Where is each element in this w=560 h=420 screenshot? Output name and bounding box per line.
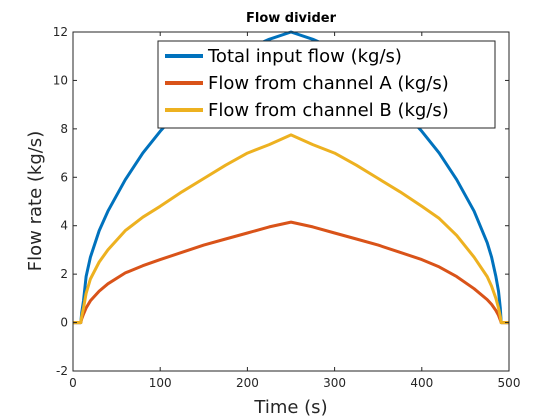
x-tick-label: 400 bbox=[410, 376, 433, 390]
y-tick-label: -2 bbox=[56, 364, 68, 378]
x-tick-label: 300 bbox=[323, 376, 346, 390]
x-tick-label: 500 bbox=[498, 376, 521, 390]
legend-entry-3: Flow from channel B (kg/s) bbox=[208, 100, 449, 121]
x-tick-label: 0 bbox=[69, 376, 77, 390]
series-line-2 bbox=[73, 220, 509, 325]
legend-entry-2: Flow from channel A (kg/s) bbox=[208, 73, 449, 94]
x-axis-label: Time (s) bbox=[253, 397, 327, 418]
x-tick-label: 200 bbox=[236, 376, 259, 390]
y-tick-label: 0 bbox=[60, 316, 68, 330]
y-tick-label: 2 bbox=[60, 267, 68, 281]
y-tick-label: 10 bbox=[53, 73, 68, 87]
series-line-3 bbox=[73, 133, 509, 325]
y-tick-label: 4 bbox=[60, 219, 68, 233]
y-tick-label: 6 bbox=[60, 170, 68, 184]
legend: Total input flow (kg/s) Flow from channel… bbox=[157, 40, 496, 129]
y-axis-label: Flow rate (kg/s) bbox=[25, 131, 46, 271]
x-tick-label: 100 bbox=[149, 376, 172, 390]
axes-box bbox=[72, 31, 510, 372]
legend-entry-1: Total input flow (kg/s) bbox=[207, 46, 402, 67]
chart-title: Flow divider bbox=[246, 11, 337, 26]
y-tick-label: 8 bbox=[60, 122, 68, 136]
y-tick-label: 12 bbox=[53, 25, 68, 39]
legend-box bbox=[157, 40, 496, 129]
